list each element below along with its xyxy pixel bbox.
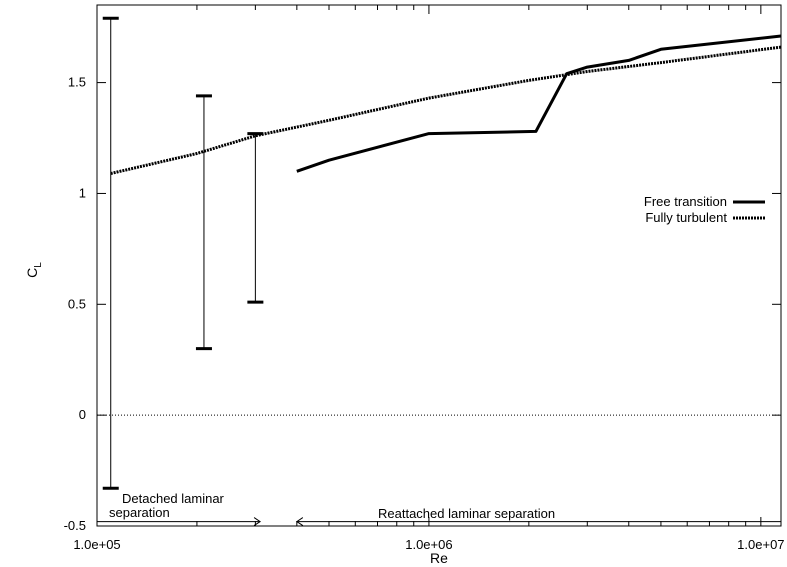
y-tick-label-3: 1	[79, 185, 86, 200]
y-axis-title: CL	[24, 262, 44, 278]
error-bars	[102, 16, 264, 490]
annotation-arrows	[97, 517, 781, 526]
y-tick-label-2: 0.5	[68, 296, 86, 311]
detached-arrow-head	[253, 517, 261, 526]
series-line-fully-turbulent	[110, 45, 782, 175]
plot-border	[96, 4, 782, 527]
series-line-free-transition	[296, 34, 782, 173]
legend: Free transition Fully turbulent	[644, 194, 765, 225]
annotation-detached-line2: separation	[109, 505, 170, 520]
x-tick-label-0: 1.0e+05	[73, 537, 120, 552]
x-tick-label-1: 1.0e+06	[405, 537, 452, 552]
legend-label-free-transition: Free transition	[644, 194, 727, 209]
annotation-detached-line1: Detached laminar	[122, 491, 225, 506]
y-tick-label-1: 0	[79, 407, 86, 422]
series-lines	[110, 34, 782, 175]
y-tick-label-4: 1.5	[68, 75, 86, 90]
plot-frame	[96, 4, 782, 527]
y-axis-title-main: C	[24, 268, 40, 278]
annotation-reattached: Reattached laminar separation	[378, 506, 555, 521]
reattached-arrow-head	[295, 517, 304, 526]
y-ticks: -0.5 0 0.5 1 1.5	[64, 75, 781, 533]
x-ticks: 1.0e+05 1.0e+06 1.0e+07	[73, 5, 785, 552]
x-tick-label-2: 1.0e+07	[737, 537, 784, 552]
y-axis-title-subscript: L	[33, 262, 44, 268]
annotations: Detached laminar separation Reattached l…	[97, 491, 781, 526]
x-axis-title: Re	[430, 550, 448, 566]
y-tick-label-0: -0.5	[64, 518, 86, 533]
legend-label-fully-turbulent: Fully turbulent	[645, 210, 727, 225]
